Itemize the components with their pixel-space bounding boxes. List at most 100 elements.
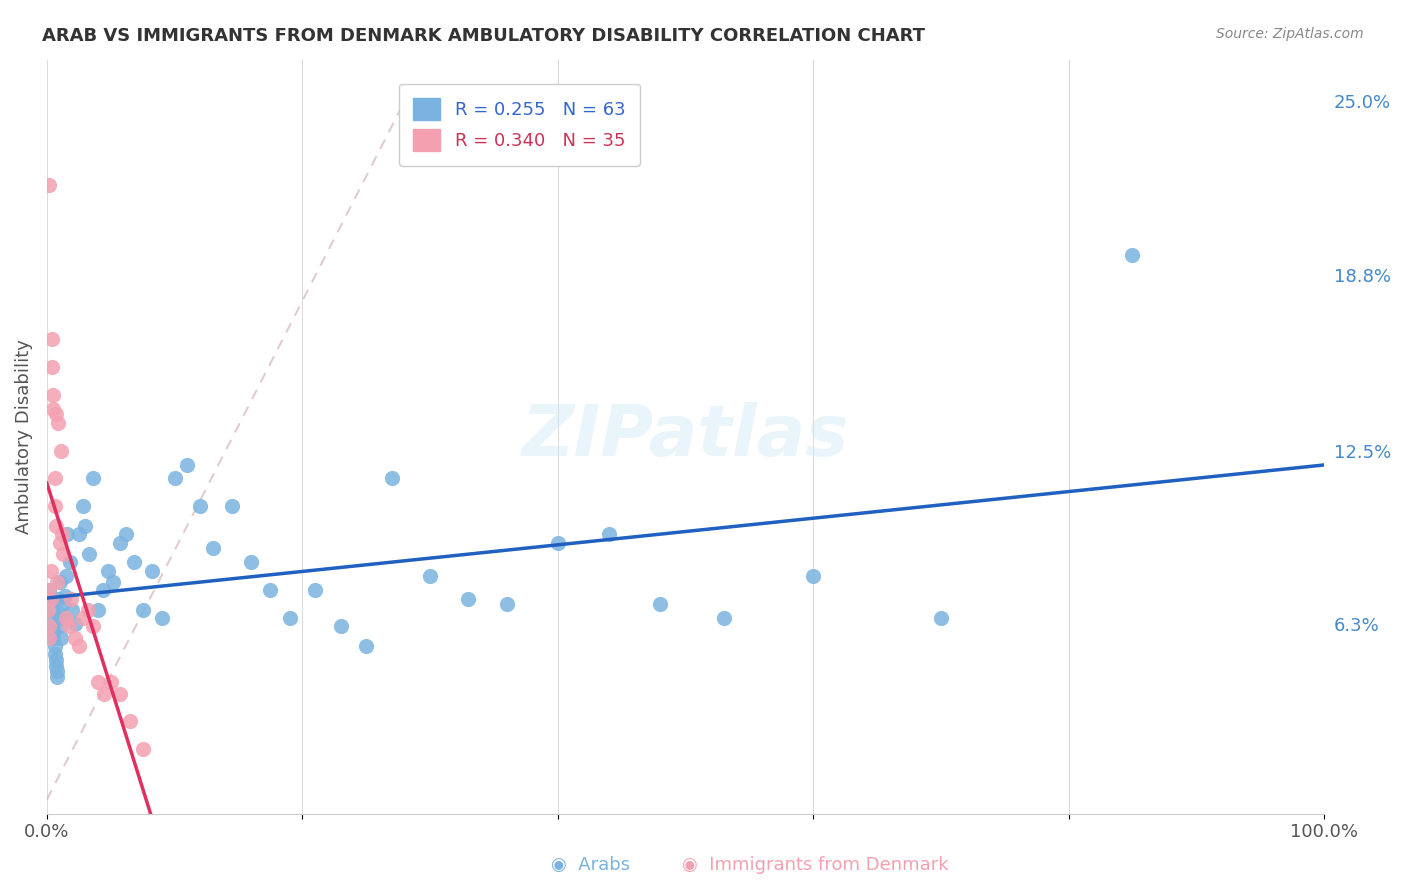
Arabs (115, 527, 138, 541)
Arabs (150, 611, 173, 625)
Arabs (122, 555, 145, 569)
Arabs (48, 574, 70, 589)
Immigrants from Denmark (131, 742, 153, 756)
Immigrants from Denmark (60, 591, 83, 606)
Arabs (329, 619, 352, 633)
Immigrants from Denmark (44, 500, 66, 514)
Arabs (1121, 248, 1143, 262)
Text: ARAB VS IMMIGRANTS FROM DENMARK AMBULATORY DISABILITY CORRELATION CHART: ARAB VS IMMIGRANTS FROM DENMARK AMBULATO… (42, 27, 925, 45)
Immigrants from Denmark (48, 416, 70, 430)
Arabs (48, 606, 70, 620)
Arabs (41, 611, 63, 625)
Arabs (82, 471, 104, 485)
Immigrants from Denmark (108, 686, 131, 700)
Immigrants from Denmark (45, 519, 67, 533)
Immigrants from Denmark (38, 178, 60, 193)
Arabs (39, 603, 62, 617)
Arabs (176, 458, 198, 472)
Arabs (46, 670, 69, 684)
Arabs (49, 631, 72, 645)
Arabs (75, 519, 97, 533)
Immigrants from Denmark (45, 407, 67, 421)
Immigrants from Denmark (39, 591, 62, 606)
Legend: R = 0.255   N = 63, R = 0.340   N = 35: R = 0.255 N = 63, R = 0.340 N = 35 (399, 84, 640, 166)
Arabs (72, 500, 94, 514)
Immigrants from Denmark (58, 619, 80, 633)
Immigrants from Denmark (38, 631, 60, 645)
Text: ◉  Arabs: ◉ Arabs (551, 856, 630, 874)
Text: Source: ZipAtlas.com: Source: ZipAtlas.com (1216, 27, 1364, 41)
Arabs (59, 555, 82, 569)
Immigrants from Denmark (72, 611, 94, 625)
Arabs (53, 589, 76, 603)
Immigrants from Denmark (63, 631, 86, 645)
Immigrants from Denmark (55, 611, 77, 625)
Arabs (41, 619, 63, 633)
Arabs (381, 471, 404, 485)
Arabs (97, 564, 120, 578)
Immigrants from Denmark (41, 359, 63, 374)
Arabs (354, 639, 377, 653)
Arabs (304, 583, 326, 598)
Arabs (929, 611, 952, 625)
Arabs (495, 597, 517, 611)
Arabs (48, 619, 70, 633)
Arabs (39, 591, 62, 606)
Arabs (42, 625, 65, 640)
Arabs (141, 564, 163, 578)
Arabs (278, 611, 301, 625)
Arabs (201, 541, 224, 556)
Arabs (457, 591, 479, 606)
Arabs (63, 616, 86, 631)
Immigrants from Denmark (49, 443, 72, 458)
Arabs (38, 583, 60, 598)
Immigrants from Denmark (67, 639, 90, 653)
Arabs (188, 500, 211, 514)
Arabs (55, 569, 77, 583)
Immigrants from Denmark (38, 619, 60, 633)
Arabs (91, 583, 114, 598)
Arabs (51, 611, 73, 625)
Immigrants from Denmark (118, 714, 141, 729)
Arabs (46, 664, 69, 678)
Immigrants from Denmark (42, 401, 65, 416)
Arabs (108, 535, 131, 549)
Arabs (77, 547, 100, 561)
Arabs (52, 597, 75, 611)
Arabs (67, 527, 90, 541)
Immigrants from Denmark (44, 471, 66, 485)
Arabs (801, 569, 824, 583)
Immigrants from Denmark (37, 583, 59, 598)
Immigrants from Denmark (82, 619, 104, 633)
Arabs (45, 653, 67, 667)
Y-axis label: Ambulatory Disability: Ambulatory Disability (15, 339, 32, 534)
Immigrants from Denmark (42, 388, 65, 402)
Arabs (419, 569, 441, 583)
Immigrants from Denmark (51, 527, 73, 541)
Text: ZIPatlas: ZIPatlas (522, 402, 849, 471)
Arabs (163, 471, 186, 485)
Arabs (598, 527, 620, 541)
Immigrants from Denmark (46, 574, 69, 589)
Arabs (221, 500, 243, 514)
Arabs (131, 603, 153, 617)
Arabs (648, 597, 671, 611)
Immigrants from Denmark (52, 547, 75, 561)
Arabs (44, 648, 66, 662)
Arabs (48, 591, 70, 606)
Immigrants from Denmark (37, 603, 59, 617)
Text: ◉  Immigrants from Denmark: ◉ Immigrants from Denmark (682, 856, 949, 874)
Immigrants from Denmark (76, 603, 98, 617)
Immigrants from Denmark (41, 332, 63, 346)
Immigrants from Denmark (48, 535, 70, 549)
Immigrants from Denmark (87, 675, 110, 690)
Immigrants from Denmark (100, 675, 122, 690)
Arabs (547, 535, 569, 549)
Arabs (44, 639, 66, 653)
Immigrants from Denmark (39, 564, 62, 578)
Arabs (56, 527, 79, 541)
Arabs (42, 631, 65, 645)
Immigrants from Denmark (93, 686, 115, 700)
Arabs (87, 603, 110, 617)
Arabs (240, 555, 263, 569)
